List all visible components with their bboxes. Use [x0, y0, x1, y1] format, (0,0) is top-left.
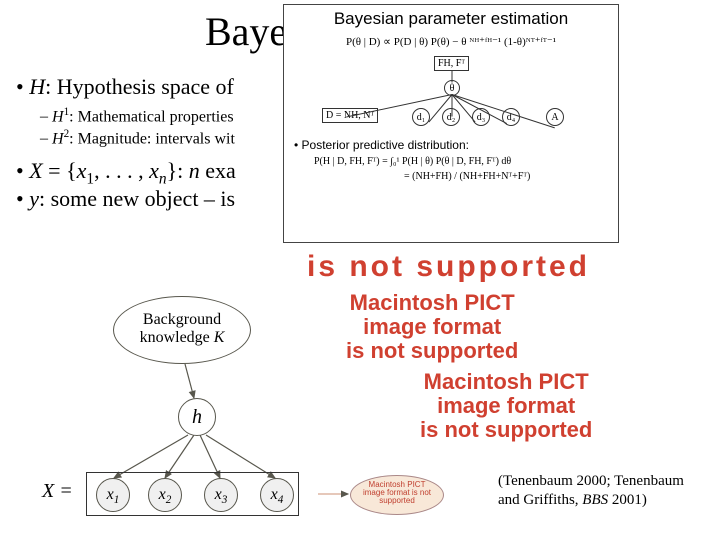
ns2-c: is not supported — [346, 339, 518, 363]
bullet-y: y: some new object – is — [16, 186, 235, 212]
ns3-b: image format — [420, 394, 592, 418]
inset-node-da: A — [546, 108, 564, 126]
bg-b: knowledge — [140, 329, 214, 346]
edge-top-theta — [452, 71, 453, 83]
bullet-x: X = {x1, . . . , xn}: n exa — [16, 158, 236, 188]
b1a-pre: H — [52, 108, 64, 125]
bullet-h: H: Hypothesis space of — [16, 74, 234, 100]
bullet-h2: H2: Magnitude: intervals wit — [40, 128, 235, 148]
b2-pre: X — [29, 158, 42, 183]
inset-node-top: FH, Fᵀ — [434, 56, 469, 71]
x1-node: x1 — [96, 478, 130, 512]
ns2-b: image format — [346, 315, 518, 339]
bullet-h1: H1: Mathematical properties — [40, 106, 234, 126]
citation-2: and Griffiths, BBS 2001) — [498, 492, 647, 509]
slide-title: Baye — [205, 8, 287, 55]
b1b-pre: H — [52, 130, 64, 147]
not-supported-3: Macintosh PICT image format is not suppo… — [420, 370, 592, 443]
inset-eq1: P(θ | D) ∝ P(D | θ) P(θ) − θ ᴺᴴ⁺ᶠᴴ⁻¹ (1-… — [284, 35, 618, 48]
b3-pre: y — [29, 186, 39, 211]
peach-text: Macintosh PICT image format is not suppo… — [358, 481, 436, 505]
not-supported-1: is not supported — [307, 250, 590, 283]
b2-close: }: — [167, 158, 189, 183]
x4-node: x4 — [260, 478, 294, 512]
inset-node-d1: d₁ — [412, 108, 430, 126]
b2-xn: x — [149, 158, 159, 183]
ns3-a: Macintosh PICT — [420, 370, 592, 394]
b1-post: : Hypothesis space of — [45, 74, 234, 99]
inset-panel: Bayesian parameter estimation P(θ | D) ∝… — [283, 4, 619, 243]
b2-post: exa — [200, 158, 236, 183]
not-supported-2: Macintosh PICT image format is not suppo… — [346, 291, 518, 364]
b2-x1: x — [77, 158, 87, 183]
ns2-a: Macintosh PICT — [346, 291, 518, 315]
b2-n: n — [189, 158, 200, 183]
x3-node: x3 — [204, 478, 238, 512]
inset-title: Bayesian parameter estimation — [284, 9, 618, 29]
ns3-c: is not supported — [420, 418, 592, 442]
b3-post: : some new object – is — [39, 186, 235, 211]
h-node: h — [178, 398, 216, 436]
b2-s1: 1 — [86, 170, 94, 187]
inset-graph: FH, Fᵀ θ D = NH, Nᵀ d₁ d₂ d₃ d₄ A — [284, 54, 618, 132]
inset-eq2b: = (NH+FH) / (NH+FH+Nᵀ+Fᵀ) — [404, 171, 618, 182]
b1-pre: H — [29, 74, 45, 99]
b2-mid: = { — [43, 158, 77, 183]
inset-bullet: • Posterior predictive distribution: — [294, 138, 618, 152]
b2-dots: , . . . , — [94, 158, 149, 183]
b2-sn: n — [159, 170, 167, 187]
b1b-post: : Magnitude: intervals wit — [69, 130, 235, 147]
inset-eq2a: P(H | D, FH, Fᵀ) = ∫₀¹ P(H | θ) P(θ | D,… — [314, 156, 618, 167]
background-knowledge-node: Background knowledge K — [113, 296, 251, 364]
edge-theta-d2 — [452, 95, 453, 117]
bg-a: Background — [143, 311, 221, 328]
x-equals: X = — [42, 480, 73, 503]
bg-k: K — [214, 329, 225, 346]
x2-node: x2 — [148, 478, 182, 512]
b1a-post: : Mathematical properties — [69, 108, 233, 125]
citation-1: (Tenenbaum 2000; Tenenbaum — [498, 473, 684, 490]
